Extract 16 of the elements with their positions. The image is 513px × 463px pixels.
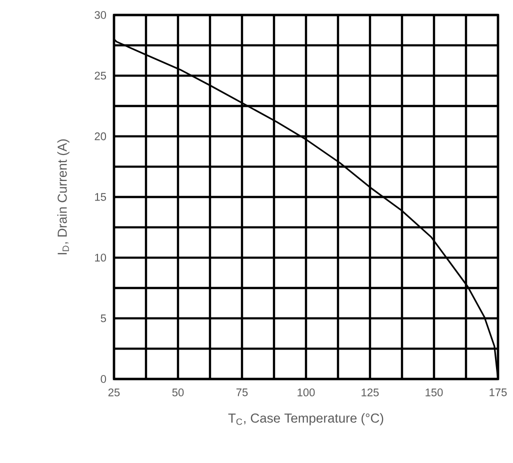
x-tick-label: 175: [490, 388, 507, 396]
y-tick-label: 10: [95, 254, 106, 262]
x-tick-label: 125: [362, 388, 379, 396]
y-tick-label: 5: [100, 314, 106, 322]
y-tick-label: 15: [95, 193, 106, 201]
x-axis-title: T$_{C}$, Case Temperature (°C): [228, 413, 384, 426]
x-tick-label: 25: [108, 388, 120, 396]
y-axis-title: I$_{D}$, Drain Current (A): [57, 139, 70, 254]
y-tick-label: 0: [100, 375, 106, 383]
x-tick-label: 150: [426, 388, 443, 396]
x-tick-label: 100: [298, 388, 315, 396]
x-tick-label: 50: [172, 388, 184, 396]
y-tick-label: 20: [94, 132, 106, 140]
y-tick-label: 30: [94, 11, 106, 19]
x-tick-label: 75: [236, 388, 248, 396]
y-tick-label: 25: [94, 72, 106, 80]
